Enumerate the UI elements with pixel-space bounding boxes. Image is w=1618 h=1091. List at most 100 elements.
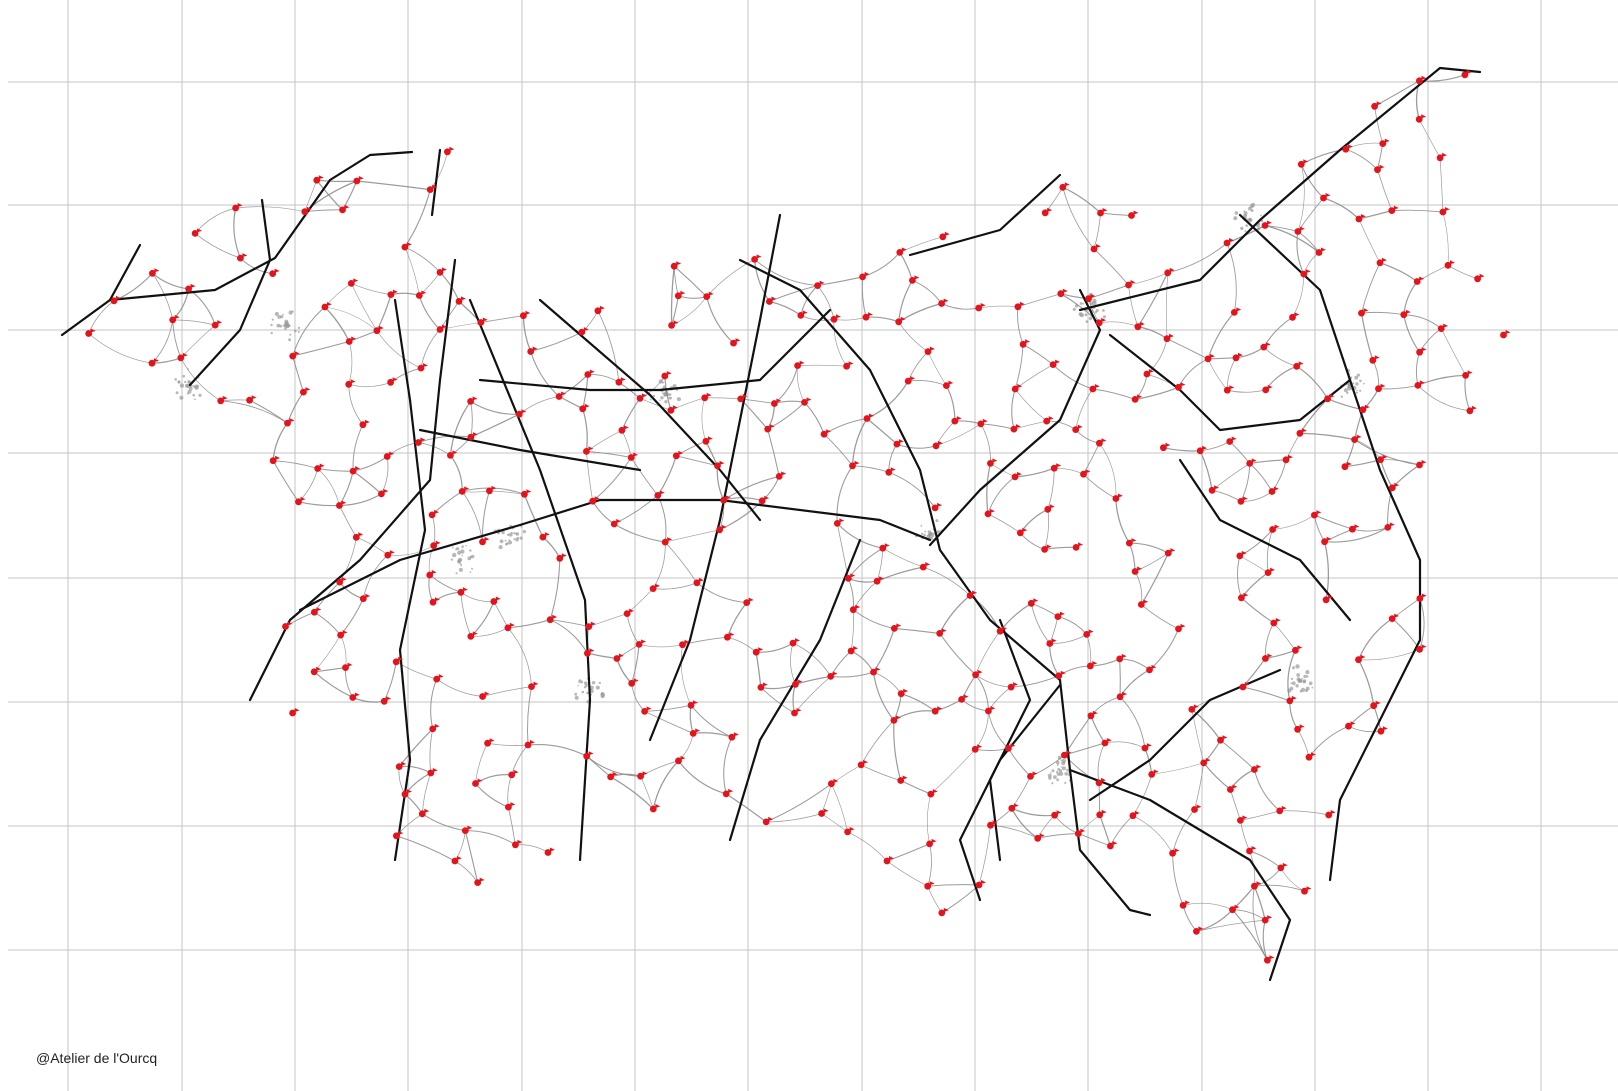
- place-marker: [743, 597, 754, 606]
- place-marker: [393, 830, 404, 840]
- urban-area-dot: [1085, 320, 1089, 323]
- place-marker: [931, 502, 943, 512]
- place-marker: [951, 416, 962, 425]
- urban-area-dot: [600, 692, 606, 698]
- place-marker: [217, 395, 228, 405]
- place-marker: [924, 346, 935, 355]
- minor-road: [475, 743, 488, 784]
- place-marker: [1238, 592, 1249, 602]
- minor-road: [639, 644, 683, 648]
- urban-area-dot: [1084, 313, 1088, 317]
- urban-area-dot: [174, 378, 177, 381]
- place-marker: [467, 396, 478, 405]
- place-marker: [1474, 273, 1485, 283]
- major-road: [648, 213, 782, 742]
- urban-area-dot: [598, 681, 601, 685]
- urban-area-dot: [450, 558, 454, 561]
- place-marker: [883, 856, 894, 865]
- place-marker: [687, 700, 698, 709]
- minor-road: [1199, 450, 1213, 491]
- place-marker: [373, 325, 384, 335]
- urban-area-dot: [1347, 386, 1352, 391]
- place-marker: [337, 630, 348, 639]
- minor-road: [1300, 164, 1324, 199]
- minor-road: [613, 523, 666, 543]
- place-marker: [1164, 267, 1175, 277]
- minor-road: [939, 595, 971, 634]
- place-marker: [1293, 361, 1304, 370]
- minor-road: [352, 424, 364, 472]
- urban-area-dot: [297, 330, 300, 333]
- place-marker: [415, 437, 426, 446]
- urban-area-dot: [280, 315, 284, 319]
- urban-area-dot: [1251, 202, 1256, 207]
- minor-road: [272, 460, 299, 503]
- place-marker: [1286, 695, 1297, 705]
- place-marker: [578, 327, 589, 336]
- minor-road: [1011, 388, 1016, 430]
- place-marker: [427, 768, 438, 777]
- place-marker: [797, 310, 808, 319]
- minor-road: [853, 609, 895, 629]
- urban-area-dot: [187, 389, 192, 394]
- place-marker: [583, 446, 594, 455]
- minor-road: [1093, 248, 1129, 286]
- place-marker: [314, 463, 325, 472]
- major-road: [728, 538, 862, 842]
- place-marker: [1276, 805, 1287, 815]
- major-roads-layer: [60, 66, 1482, 982]
- urban-area-dot: [574, 695, 579, 700]
- urban-area-dot: [1291, 681, 1296, 686]
- minor-road: [923, 566, 971, 596]
- place-marker: [555, 391, 567, 400]
- place-marker: [1296, 428, 1307, 437]
- minor-road: [898, 321, 929, 352]
- minor-road: [1296, 365, 1329, 400]
- urban-area-dot: [1302, 679, 1307, 683]
- place-marker: [649, 804, 661, 813]
- minor-road: [1141, 604, 1179, 630]
- urban-area-dot: [1340, 395, 1344, 398]
- place-marker: [1196, 445, 1208, 455]
- minor-road: [422, 813, 466, 832]
- urban-area-dot: [1064, 772, 1068, 776]
- minor-road: [530, 351, 560, 397]
- place-marker: [392, 656, 404, 666]
- urban-area-dot: [591, 681, 596, 685]
- place-marker: [1027, 771, 1038, 780]
- minor-road: [1017, 293, 1061, 308]
- place-marker: [544, 847, 555, 856]
- place-marker: [1034, 833, 1045, 842]
- place-marker: [1388, 613, 1400, 622]
- minor-road: [1172, 809, 1195, 854]
- minor-road: [475, 783, 509, 808]
- minor-road: [860, 764, 901, 781]
- urban-area-dot: [577, 684, 580, 687]
- place-marker: [689, 728, 701, 737]
- place-marker: [1301, 886, 1312, 895]
- minor-road: [876, 566, 924, 582]
- place-marker: [237, 253, 248, 262]
- place-marker: [724, 632, 735, 641]
- minor-road: [324, 306, 350, 342]
- urban-area-dot: [1102, 309, 1105, 312]
- minor-road: [1296, 231, 1305, 275]
- minor-road: [882, 547, 924, 568]
- minor-road: [861, 276, 867, 318]
- minor-road: [387, 545, 434, 556]
- place-marker: [1116, 691, 1128, 701]
- place-marker: [702, 436, 713, 445]
- major-road: [418, 428, 642, 472]
- place-marker: [313, 175, 324, 184]
- minor-road: [833, 319, 847, 367]
- place-marker: [1011, 384, 1023, 393]
- place-marker: [1297, 159, 1309, 168]
- urban-area-dot: [520, 525, 523, 528]
- urban-area-dot: [662, 381, 665, 384]
- minor-road: [1037, 833, 1079, 839]
- minor-road: [886, 843, 930, 862]
- minor-road: [1442, 211, 1449, 266]
- urban-area-dot: [469, 555, 473, 559]
- place-marker: [1261, 220, 1272, 229]
- minor-road: [1128, 284, 1139, 327]
